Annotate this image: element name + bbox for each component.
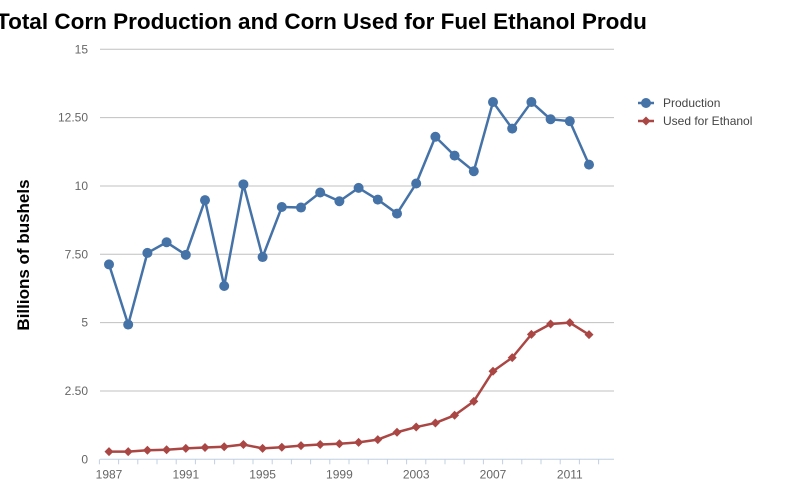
data-point — [334, 439, 344, 449]
data-point — [507, 123, 518, 134]
data-point — [238, 179, 249, 190]
data-point — [392, 427, 402, 437]
data-point — [546, 319, 556, 329]
x-tick-label: 2011 — [557, 467, 583, 481]
data-point — [353, 182, 364, 193]
data-point — [219, 281, 230, 292]
data-point — [334, 196, 345, 207]
legend-marker — [641, 116, 651, 126]
data-point — [296, 441, 306, 451]
x-tick-label: 1987 — [96, 467, 123, 481]
y-tick-label: 15 — [75, 42, 89, 56]
data-point — [104, 447, 114, 457]
data-point — [372, 194, 383, 205]
data-point — [315, 440, 325, 450]
data-point — [123, 319, 134, 330]
data-point — [180, 249, 191, 260]
data-point — [181, 443, 191, 453]
y-tick-label: 7.50 — [65, 247, 89, 261]
data-point — [507, 353, 517, 363]
data-point — [392, 208, 402, 219]
data-point — [161, 237, 172, 248]
data-point — [296, 202, 306, 213]
data-point — [469, 396, 479, 406]
data-point — [430, 131, 441, 142]
y-tick-label: 5 — [81, 316, 88, 330]
data-point — [564, 116, 575, 127]
chart-title: Total Corn Production and Corn Used for … — [0, 9, 647, 34]
data-point — [104, 259, 114, 270]
data-point — [354, 437, 364, 447]
x-tick-label: 1999 — [326, 467, 353, 481]
data-point — [200, 195, 210, 206]
legend-label: Used for Ethanol — [663, 114, 752, 128]
data-point — [258, 443, 268, 453]
series-production — [104, 97, 594, 330]
data-point — [162, 445, 172, 455]
data-point — [565, 318, 575, 328]
series-used-for-ethanol — [104, 318, 594, 457]
series-line — [107, 100, 591, 326]
data-point — [411, 178, 422, 189]
data-point — [545, 114, 556, 125]
data-point — [142, 445, 152, 455]
legend-item: Production — [638, 96, 720, 110]
y-tick-label: 10 — [75, 179, 89, 193]
data-point — [488, 97, 498, 108]
data-point — [238, 440, 248, 450]
y-tick-label: 12.50 — [58, 111, 88, 125]
x-tick-label: 2003 — [403, 467, 430, 481]
data-point — [277, 442, 287, 452]
data-point — [526, 329, 536, 339]
data-point — [315, 187, 326, 198]
data-point — [123, 447, 133, 457]
y-tick-label: 0 — [81, 452, 88, 466]
data-point — [488, 366, 498, 376]
data-point — [450, 410, 460, 420]
data-point — [276, 202, 287, 213]
data-point — [449, 150, 460, 161]
legend-item: Used for Ethanol — [638, 114, 752, 128]
data-point — [411, 422, 421, 432]
legend-label: Production — [663, 96, 720, 110]
series-line — [109, 321, 590, 453]
x-tick-label: 1995 — [249, 467, 276, 481]
legend-marker — [641, 98, 651, 108]
data-point — [526, 97, 537, 108]
y-tick-label: 2.50 — [65, 384, 89, 398]
data-point — [584, 159, 594, 170]
data-point — [200, 443, 210, 453]
data-point — [257, 252, 268, 263]
data-point — [373, 435, 383, 445]
data-point — [584, 330, 594, 340]
data-point — [430, 418, 440, 428]
x-tick-label: 2007 — [480, 467, 507, 481]
data-point — [468, 166, 479, 177]
data-point — [142, 247, 153, 258]
x-tick-label: 1991 — [172, 467, 199, 481]
data-point — [219, 442, 229, 452]
